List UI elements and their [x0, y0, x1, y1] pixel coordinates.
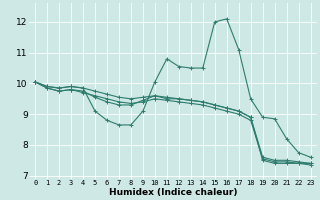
- X-axis label: Humidex (Indice chaleur): Humidex (Indice chaleur): [108, 188, 237, 197]
